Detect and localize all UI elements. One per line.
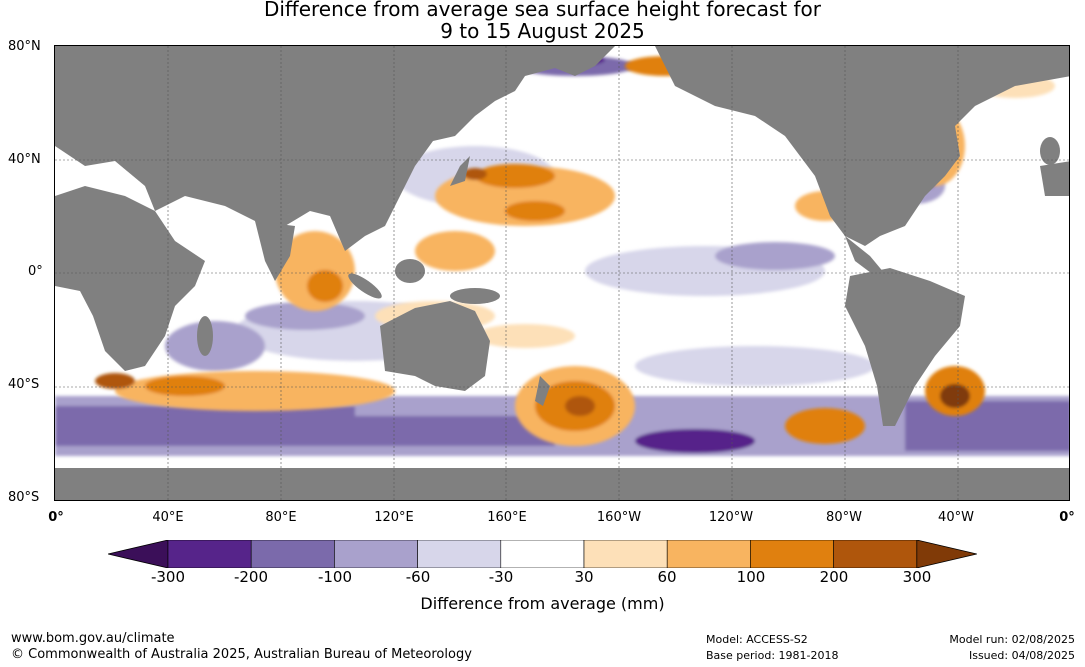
sumatra-land	[348, 273, 382, 299]
borneo-land	[395, 259, 425, 283]
lat-label-equator: 0°	[28, 264, 43, 279]
lon-label-160e: 160°E	[487, 510, 527, 525]
colorbar-segment	[334, 539, 418, 569]
colorbar-tick-minus-300: -300	[150, 568, 186, 586]
colorbar-segment	[750, 539, 834, 569]
colorbar-tick-minus-60: -60	[405, 568, 431, 586]
lat-label-80n: 80°N	[8, 39, 41, 54]
colorbar-tick-minus-200: -200	[233, 568, 269, 586]
colorbar-segment	[167, 539, 252, 569]
antarctica-land	[55, 468, 1069, 500]
madagascar-land	[197, 316, 213, 356]
sea-surface-height-map	[54, 45, 1070, 501]
website-text: www.bom.gov.au/climate	[11, 631, 175, 646]
north-america-land	[655, 46, 1069, 246]
negative-anomaly-areas	[55, 54, 1069, 456]
colorbar-segment	[250, 539, 335, 569]
lat-label-40n: 40°N	[8, 152, 41, 167]
lon-label-80w: 80°W	[826, 510, 862, 525]
copyright-text: © Commonwealth of Australia 2025, Austra…	[11, 647, 472, 662]
colorbar-segment	[500, 539, 585, 569]
issued-text: Issued: 04/08/2025	[968, 649, 1075, 662]
colorbar-label: Difference from average (mm)	[420, 594, 665, 613]
india-land	[255, 221, 295, 281]
colorbar-tick-100: 100	[736, 568, 766, 586]
lon-label-0-west-edge: 0°	[48, 510, 64, 525]
base-period-text: Base period: 1981-2018	[706, 649, 839, 662]
map-title-line-2: 9 to 15 August 2025	[440, 19, 645, 43]
new-zealand-land	[535, 376, 550, 406]
lat-label-40s: 40°S	[8, 377, 40, 392]
land-masses	[55, 46, 1069, 500]
central-america-land	[845, 236, 885, 276]
colorbar-tick-60: 60	[657, 568, 677, 586]
model-text: Model: ACCESS-S2	[706, 633, 808, 646]
lat-label-80s: 80°S	[8, 490, 40, 505]
colorbar-tick-30: 30	[574, 568, 594, 586]
map-title-line-1: Difference from average sea surface heig…	[263, 0, 822, 21]
colorbar-segment	[417, 539, 502, 569]
british-isles-land	[1040, 137, 1060, 165]
eurasia-land	[55, 46, 615, 251]
lon-label-120e: 120°E	[374, 510, 414, 525]
lon-label-40w: 40°W	[938, 510, 974, 525]
africa-land	[55, 186, 205, 371]
japan-land	[450, 156, 470, 186]
colorbar-under-arrow	[107, 539, 169, 569]
colorbar-over-arrow	[916, 539, 977, 569]
lon-label-40e: 40°E	[152, 510, 184, 525]
south-america-land	[845, 268, 965, 426]
australia-land	[380, 301, 490, 391]
new-guinea-land	[450, 288, 500, 304]
colorbar-segment	[666, 539, 751, 569]
colorbar-tick-200: 200	[819, 568, 849, 586]
lon-label-80e: 80°E	[265, 510, 297, 525]
model-run-text: Model run: 02/08/2025	[949, 633, 1075, 646]
lon-label-0-east-edge: 0°	[1059, 510, 1075, 525]
map-graticule	[55, 46, 1069, 500]
lon-label-160w: 160°W	[596, 510, 642, 525]
iberia-land	[1040, 161, 1069, 196]
lon-label-120w: 120°W	[708, 510, 754, 525]
colorbar-tick-minus-100: -100	[317, 568, 353, 586]
colorbar-tick-minus-30: -30	[488, 568, 514, 586]
greenland-land	[955, 46, 1015, 96]
colorbar-tick-300: 300	[902, 568, 932, 586]
colorbar-segment	[583, 539, 668, 569]
colorbar-segment	[833, 539, 918, 569]
colorbar-graphic	[107, 539, 977, 569]
colorbar	[107, 539, 978, 569]
